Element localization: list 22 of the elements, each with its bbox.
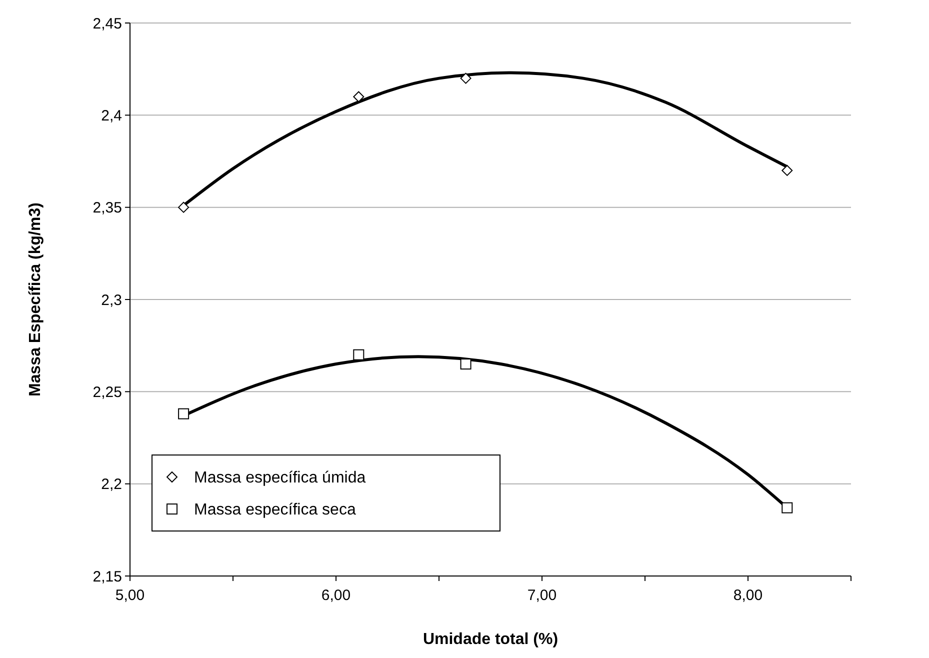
point <box>460 358 472 370</box>
x-tick-label: 6,00 <box>321 587 351 604</box>
x-tick-label: 8,00 <box>733 587 763 604</box>
y-tick-label: 2,45 <box>92 15 122 32</box>
legend-label: Massa específica seca <box>194 502 356 519</box>
y-tick-label: 2,2 <box>101 476 122 494</box>
point <box>353 349 364 360</box>
point <box>353 91 364 102</box>
point <box>178 202 190 213</box>
legend-label: Massa específica úmida <box>194 470 366 487</box>
x-tick-label: 7,00 <box>527 587 557 604</box>
x-axis-title: Umidade total (%) <box>422 631 558 648</box>
point <box>460 72 472 84</box>
y-tick-label: 2,3 <box>101 292 122 309</box>
y-tick-label: 2,25 <box>92 384 122 401</box>
y-tick-label: 2,35 <box>92 200 122 217</box>
point <box>178 408 190 420</box>
y-axis-title: Massa Específica (kg/m3) <box>27 202 44 396</box>
point <box>782 502 793 514</box>
y-tick-label: 2,4 <box>101 107 122 124</box>
x-tick-label: 5,00 <box>115 587 145 604</box>
y-tick-label: 2,15 <box>92 568 122 586</box>
